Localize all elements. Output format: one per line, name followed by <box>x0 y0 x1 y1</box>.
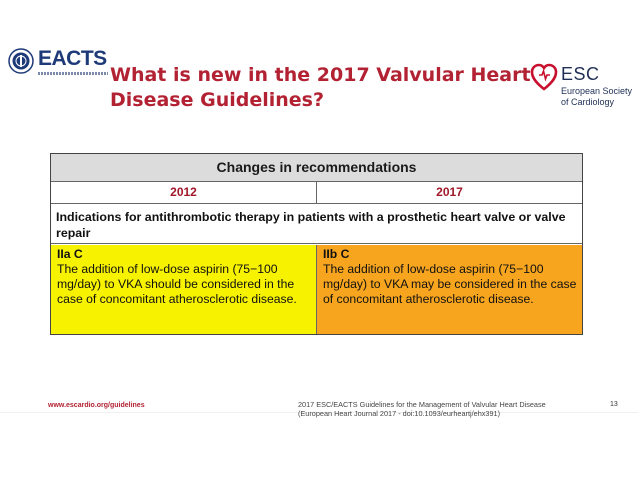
eacts-logo: EACTS <box>8 46 108 86</box>
year-2012-header: 2012 <box>51 182 317 203</box>
class-2012: IIa C <box>57 247 83 261</box>
esc-subtitle-line-1: European Society <box>561 86 633 96</box>
title-line-1: What is new in the 2017 Valvular Heart <box>110 64 531 86</box>
citation: 2017 ESC/EACTS Guidelines for the Manage… <box>298 400 546 418</box>
eacts-logo-text: EACTS <box>38 47 107 70</box>
esc-subtitle: European Society of Cardiology <box>561 86 632 108</box>
esc-logo: ESC European Society of Cardiology <box>530 62 632 122</box>
indication-row: Indications for antithrombotic therapy i… <box>51 204 582 244</box>
esc-subtitle-line-2: of Cardiology <box>561 97 615 107</box>
title-line-2: Disease Guidelines? <box>110 89 325 111</box>
recommendation-2012-cell: IIa C The addition of low-dose aspirin (… <box>51 245 317 334</box>
esc-logo-text: ESC <box>561 64 600 84</box>
heart-icon <box>530 63 558 91</box>
recommendation-2017-text: The addition of low-dose aspirin (75−100… <box>323 262 577 306</box>
slide-title: What is new in the 2017 Valvular Heart D… <box>110 63 531 113</box>
eacts-tagline <box>38 72 108 75</box>
recommendations-table: Changes in recommendations 2012 2017 Ind… <box>50 153 583 335</box>
citation-line-1: 2017 ESC/EACTS Guidelines for the Manage… <box>298 400 546 409</box>
table-heading: Changes in recommendations <box>51 154 582 182</box>
slide: EACTS What is new in the 2017 Valvular H… <box>0 20 638 418</box>
class-2017: IIb C <box>323 247 350 261</box>
year-row: 2012 2017 <box>51 182 582 204</box>
eacts-seal-icon <box>8 48 34 74</box>
citation-line-2: (European Heart Journal 2017 - doi:10.10… <box>298 409 501 418</box>
recommendation-2017-cell: IIb C The addition of low-dose aspirin (… <box>317 245 582 334</box>
guidelines-url[interactable]: www.escardio.org/guidelines <box>48 402 145 409</box>
year-2017-header: 2017 <box>436 185 463 199</box>
recommendation-2012-text: The addition of low-dose aspirin (75−100… <box>57 262 297 306</box>
page-number: 13 <box>610 401 618 408</box>
